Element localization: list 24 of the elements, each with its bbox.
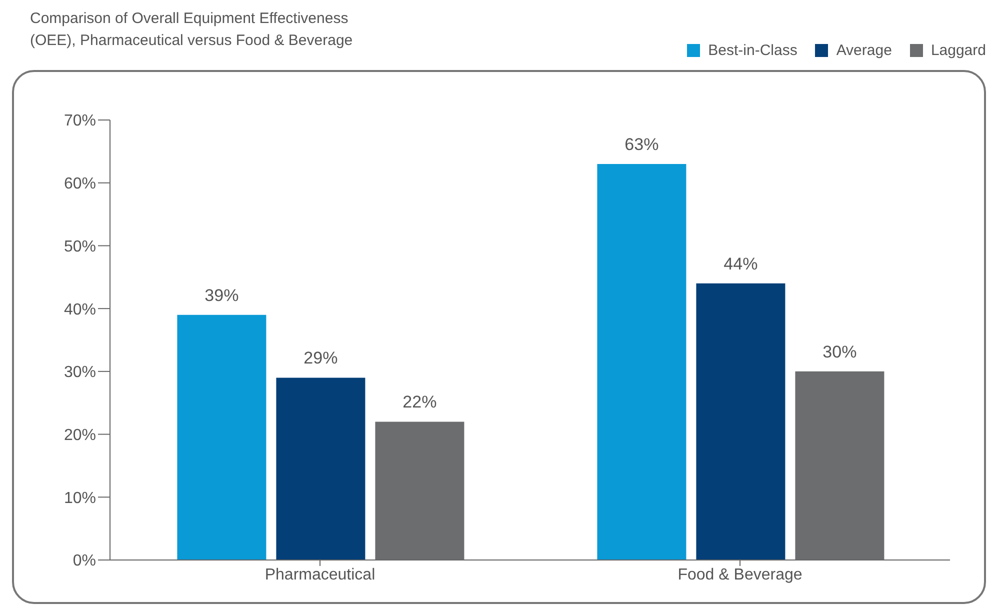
bar: [696, 283, 786, 560]
legend-label: Best-in-Class: [707, 42, 798, 59]
data-label: 22%: [402, 392, 437, 412]
data-label: 39%: [204, 286, 239, 305]
chart-title: Comparison of Overall Equipment Effectiveness (OEE), Pharmaceutical versus Food & Beverage: [30, 9, 354, 51]
legend-label: Average: [835, 42, 892, 59]
bar: [276, 378, 366, 560]
y-tick-label: 30%: [64, 364, 96, 382]
data-label: 63%: [624, 135, 659, 154]
y-tick-label: 20%: [64, 426, 96, 444]
x-tick-label: Pharmaceutical: [264, 566, 376, 584]
x-tick-label: Food & Beverage: [678, 566, 802, 584]
legend-label: Laggard: [930, 42, 986, 59]
y-tick-label: 10%: [64, 490, 96, 507]
data-label: 44%: [724, 254, 758, 274]
data-label: 30%: [822, 342, 857, 362]
y-tick-label: 0%: [72, 552, 96, 570]
bar: [177, 314, 266, 560]
data-label: 29%: [304, 348, 338, 368]
y-tick-label: 60%: [64, 176, 96, 193]
bar: [597, 164, 686, 560]
y-tick-label: 40%: [64, 301, 96, 318]
y-tick-label: 70%: [64, 112, 96, 130]
y-tick-label: 50%: [64, 238, 96, 256]
